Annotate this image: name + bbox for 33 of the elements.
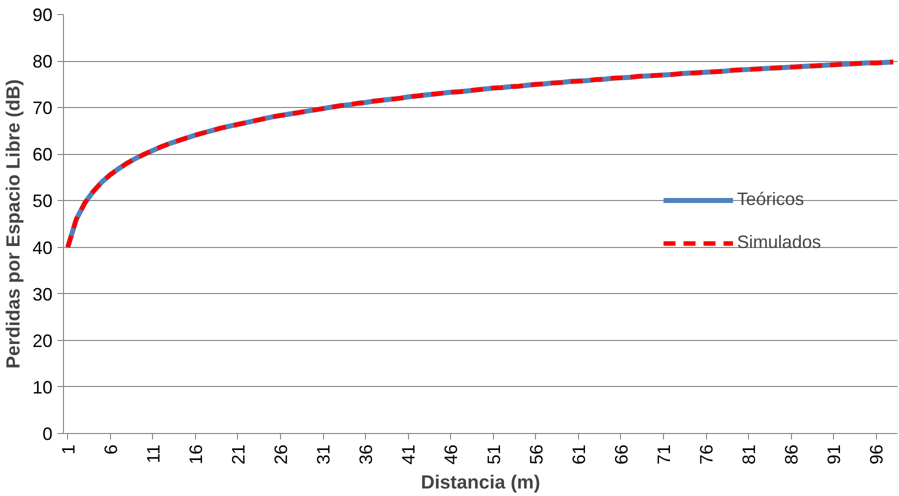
x-tick-label: 26: [271, 444, 292, 465]
y-tick-label: 10: [32, 377, 53, 398]
x-tick-label: 61: [568, 444, 589, 465]
x-tick-label: 66: [611, 444, 632, 465]
x-tick-label: 11: [143, 444, 164, 464]
y-tick-label: 60: [32, 144, 53, 165]
x-tick-label: 16: [186, 444, 206, 465]
y-tick-label: 40: [32, 238, 53, 258]
x-tick-label: 46: [441, 444, 462, 465]
x-tick-label: 81: [739, 444, 760, 465]
x-tick-label: 41: [398, 444, 419, 465]
x-axis-title: Distancia (m): [420, 472, 540, 494]
x-tick-label: 86: [782, 444, 802, 465]
x-tick-label: 21: [228, 444, 248, 465]
x-tick-label: 51: [484, 444, 504, 465]
x-tick-label: 96: [866, 444, 887, 465]
y-tick-label: 20: [32, 330, 53, 351]
x-tick-label: 91: [824, 444, 844, 465]
y-tick-label: 50: [32, 191, 53, 212]
x-tick-label: 31: [314, 444, 334, 465]
x-tick-label: 6: [100, 444, 121, 455]
x-tick-label: 71: [654, 444, 674, 465]
legend-label: Simulados: [737, 232, 822, 253]
y-tick-label: 80: [32, 52, 53, 72]
y-tick-label: 90: [32, 5, 53, 25]
y-tick-label: 30: [32, 284, 53, 304]
y-tick-label: 70: [32, 98, 53, 118]
x-tick-label: 1: [58, 444, 78, 455]
x-tick-label: 76: [696, 444, 717, 465]
y-tick-label: 0: [42, 424, 53, 444]
x-tick-label: 56: [526, 444, 546, 465]
y-axis-title: Perdidas por Espacio Libre (dB): [3, 79, 24, 369]
x-tick-label: 36: [356, 444, 376, 465]
